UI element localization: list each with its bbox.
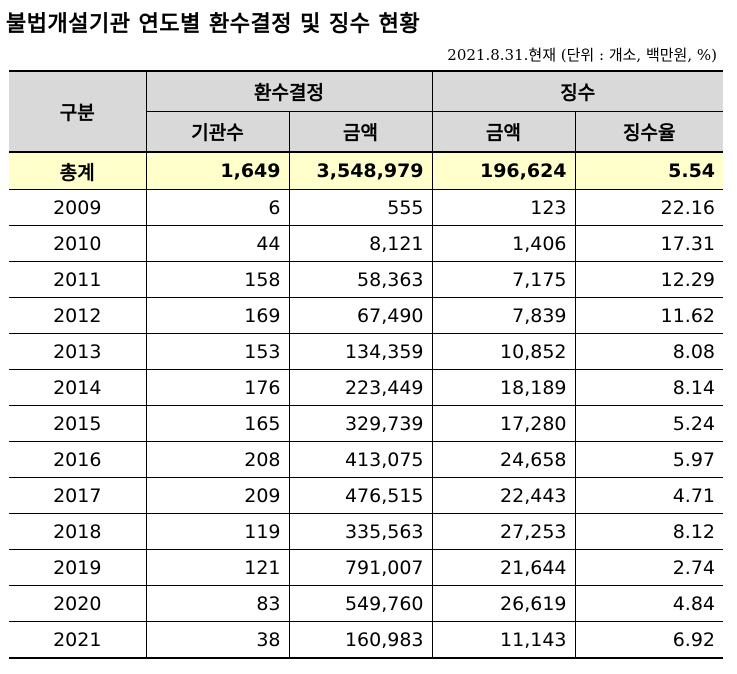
decision-amount-cell: 549,760 (288, 585, 433, 622)
table-body: 총계 1,649 3,548,979 196,624 5.54 2009 6 555… (9, 151, 724, 659)
collection-amount-cell: 27,253 (431, 513, 576, 550)
collection-amount-cell: 1,406 (431, 225, 576, 262)
total-institutions: 1,649 (145, 151, 290, 190)
collection-amount-cell: 17,280 (431, 405, 576, 442)
decision-amount-cell: 67,490 (288, 297, 433, 334)
header-collection-rate: 징수율 (574, 111, 724, 153)
collection-rate-cell: 8.12 (574, 513, 724, 550)
table-row: 2013 153 134,359 10,852 8.08 (9, 333, 724, 370)
institutions-cell: 83 (145, 585, 290, 622)
decision-amount-cell: 329,739 (288, 405, 433, 442)
year-cell: 2009 (9, 189, 147, 226)
decision-amount-cell: 791,007 (288, 549, 433, 586)
collection-amount-cell: 10,852 (431, 333, 576, 370)
collection-amount-cell: 21,644 (431, 549, 576, 586)
collection-amount-cell: 22,443 (431, 477, 576, 514)
collection-rate-cell: 4.71 (574, 477, 724, 514)
decision-amount-cell: 335,563 (288, 513, 433, 550)
collection-rate-cell: 17.31 (574, 225, 724, 262)
year-cell: 2021 (9, 621, 147, 659)
table-row: 2017 209 476,515 22,443 4.71 (9, 477, 724, 514)
unit-note: 2021.8.31.현재 (단위 : 개소, 백만원, %) (447, 46, 717, 64)
decision-amount-cell: 476,515 (288, 477, 433, 514)
year-cell: 2015 (9, 405, 147, 442)
institutions-cell: 165 (145, 405, 290, 442)
collection-rate-cell: 5.97 (574, 441, 724, 478)
collection-amount-cell: 24,658 (431, 441, 576, 478)
institutions-cell: 44 (145, 225, 290, 262)
decision-amount-cell: 58,363 (288, 261, 433, 298)
table-row: 2018 119 335,563 27,253 8.12 (9, 513, 724, 550)
collection-amount-cell: 26,619 (431, 585, 576, 622)
total-collection-amount: 196,624 (431, 151, 576, 190)
header-group-decision: 환수결정 (145, 70, 433, 112)
institutions-cell: 169 (145, 297, 290, 334)
year-cell: 2011 (9, 261, 147, 298)
decision-amount-cell: 160,983 (288, 621, 433, 659)
collection-rate-cell: 11.62 (574, 297, 724, 334)
decision-amount-cell: 223,449 (288, 369, 433, 406)
institutions-cell: 121 (145, 549, 290, 586)
header-category: 구분 (9, 70, 147, 153)
decision-amount-cell: 555 (288, 189, 433, 226)
year-cell: 2019 (9, 549, 147, 586)
total-label: 총계 (9, 151, 147, 190)
collection-rate-cell: 5.24 (574, 405, 724, 442)
header-collection-amount: 금액 (431, 111, 576, 153)
table-row: 2020 83 549,760 26,619 4.84 (9, 585, 724, 622)
collection-amount-cell: 7,175 (431, 261, 576, 298)
table-row: 2009 6 555 123 22.16 (9, 189, 724, 226)
institutions-cell: 209 (145, 477, 290, 514)
collection-amount-cell: 11,143 (431, 621, 576, 659)
header-institutions: 기관수 (145, 111, 290, 153)
year-cell: 2020 (9, 585, 147, 622)
decision-amount-cell: 8,121 (288, 225, 433, 262)
table-row: 2016 208 413,075 24,658 5.97 (9, 441, 724, 478)
total-row: 총계 1,649 3,548,979 196,624 5.54 (9, 151, 724, 190)
table-row: 2014 176 223,449 18,189 8.14 (9, 369, 724, 406)
collection-rate-cell: 8.08 (574, 333, 724, 370)
status-table: 구분 환수결정 징수 기관수 금액 금액 징수율 총계 1,649 3,548,… (9, 70, 724, 659)
year-cell: 2016 (9, 441, 147, 478)
table-row: 2010 44 8,121 1,406 17.31 (9, 225, 724, 262)
collection-rate-cell: 22.16 (574, 189, 724, 226)
header-group-collection: 징수 (431, 70, 724, 112)
institutions-cell: 176 (145, 369, 290, 406)
year-cell: 2010 (9, 225, 147, 262)
collection-amount-cell: 18,189 (431, 369, 576, 406)
institutions-cell: 158 (145, 261, 290, 298)
institutions-cell: 208 (145, 441, 290, 478)
institutions-cell: 38 (145, 621, 290, 659)
collection-rate-cell: 8.14 (574, 369, 724, 406)
table-row: 2011 158 58,363 7,175 12.29 (9, 261, 724, 298)
decision-amount-cell: 134,359 (288, 333, 433, 370)
collection-rate-cell: 4.84 (574, 585, 724, 622)
table-header: 구분 환수결정 징수 기관수 금액 금액 징수율 (9, 70, 724, 153)
collection-rate-cell: 6.92 (574, 621, 724, 659)
collection-rate-cell: 2.74 (574, 549, 724, 586)
header-decision-amount: 금액 (288, 111, 433, 153)
institutions-cell: 153 (145, 333, 290, 370)
total-collection-rate: 5.54 (574, 151, 724, 190)
decision-amount-cell: 413,075 (288, 441, 433, 478)
table-row: 2015 165 329,739 17,280 5.24 (9, 405, 724, 442)
year-cell: 2013 (9, 333, 147, 370)
page-title: 불법개설기관 연도별 환수결정 및 징수 현황 (6, 11, 421, 37)
table-row: 2019 121 791,007 21,644 2.74 (9, 549, 724, 586)
year-cell: 2012 (9, 297, 147, 334)
year-cell: 2018 (9, 513, 147, 550)
year-cell: 2014 (9, 369, 147, 406)
year-cell: 2017 (9, 477, 147, 514)
table-row: 2021 38 160,983 11,143 6.92 (9, 621, 724, 659)
collection-amount-cell: 123 (431, 189, 576, 226)
collection-amount-cell: 7,839 (431, 297, 576, 334)
table-row: 2012 169 67,490 7,839 11.62 (9, 297, 724, 334)
collection-rate-cell: 12.29 (574, 261, 724, 298)
total-decision-amount: 3,548,979 (288, 151, 433, 190)
institutions-cell: 6 (145, 189, 290, 226)
institutions-cell: 119 (145, 513, 290, 550)
